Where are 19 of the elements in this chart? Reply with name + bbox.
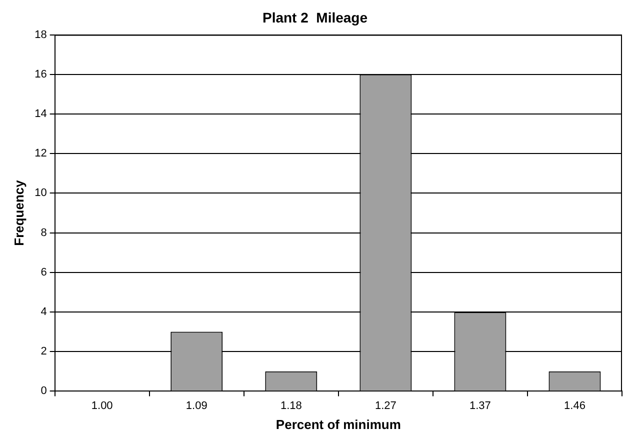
x-tick-label: 1.27 [374,400,396,412]
chart-title: Plant 2 Mileage [262,9,368,26]
x-tick-label: 1.37 [470,400,491,412]
y-tick-label: 0 [40,385,47,398]
y-tick-label: 16 [34,68,47,80]
y-tick-label: 10 [34,187,47,200]
x-axis-title: Percent of minimum [276,416,401,432]
x-tick-label: 1.00 [91,400,113,412]
y-tick-label: 6 [40,266,47,278]
x-tick-label: 1.09 [186,400,208,412]
y-tick-label: 2 [40,346,47,358]
x-tick-label: 1.18 [280,400,302,412]
y-tick-label: 14 [34,108,47,120]
y-tick-label: 8 [40,226,47,239]
y-tick-label: 12 [34,148,47,160]
y-axis-title: Frequency [11,179,26,246]
y-tick-label: 18 [34,28,47,41]
x-tick-label: 1.46 [564,400,586,412]
y-tick-label: 4 [40,306,47,318]
